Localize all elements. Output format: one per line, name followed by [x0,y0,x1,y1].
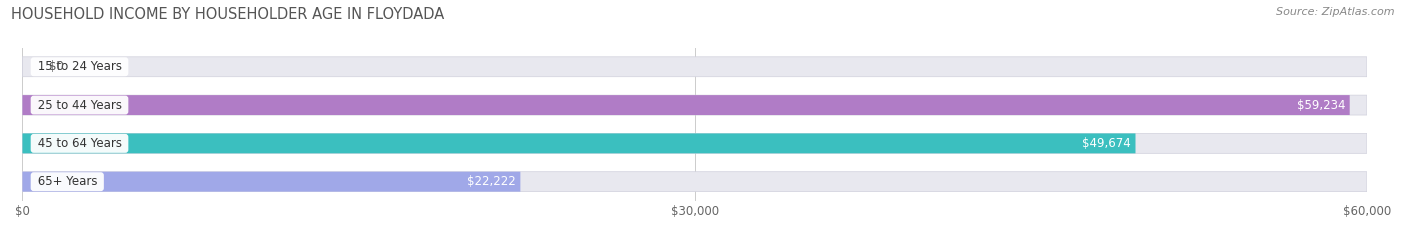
Text: $0: $0 [49,60,65,73]
FancyBboxPatch shape [22,172,1367,192]
Text: 45 to 64 Years: 45 to 64 Years [34,137,125,150]
FancyBboxPatch shape [22,95,1350,115]
FancyBboxPatch shape [22,57,1367,77]
FancyBboxPatch shape [22,134,1136,153]
Text: 15 to 24 Years: 15 to 24 Years [34,60,125,73]
FancyBboxPatch shape [22,95,1367,115]
Text: 25 to 44 Years: 25 to 44 Years [34,99,125,112]
Text: HOUSEHOLD INCOME BY HOUSEHOLDER AGE IN FLOYDADA: HOUSEHOLD INCOME BY HOUSEHOLDER AGE IN F… [11,7,444,22]
Text: $59,234: $59,234 [1296,99,1346,112]
FancyBboxPatch shape [22,134,1367,153]
Text: 65+ Years: 65+ Years [34,175,101,188]
Text: $22,222: $22,222 [467,175,516,188]
FancyBboxPatch shape [22,172,520,192]
Text: $49,674: $49,674 [1083,137,1130,150]
Text: Source: ZipAtlas.com: Source: ZipAtlas.com [1277,7,1395,17]
